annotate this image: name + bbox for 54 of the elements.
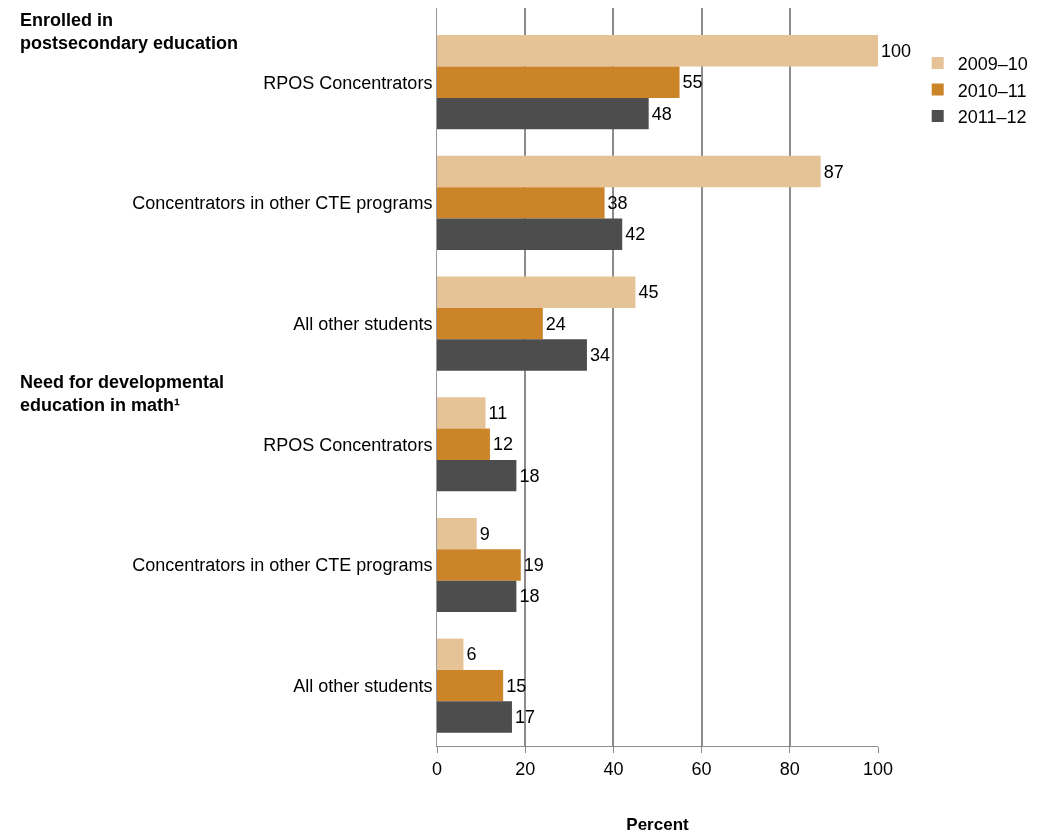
bar (437, 276, 636, 308)
data-label: 55 (682, 72, 703, 93)
y-tick-label: Concentrators in other CTE programs (132, 193, 433, 214)
data-label: 18 (519, 586, 540, 607)
data-label: 19 (523, 554, 544, 575)
data-label: 24 (545, 313, 566, 334)
bar (437, 187, 605, 219)
bar (437, 517, 477, 550)
bar (437, 638, 464, 670)
y-tick-label: All other students (293, 675, 433, 696)
legend-label: 2011–12 (957, 106, 1027, 127)
bar (437, 35, 878, 67)
data-label: 9 (479, 523, 490, 544)
legend-label: 2010–11 (957, 80, 1027, 101)
y-tick-label: RPOS Concentrators (263, 434, 433, 455)
data-label: 12 (492, 434, 513, 455)
bar (437, 669, 504, 702)
text: Enrolled in postsecondary education (20, 10, 239, 54)
data-label: 15 (506, 675, 527, 696)
x-tick-label: 0 (431, 758, 443, 779)
bar (437, 66, 680, 98)
bar (437, 307, 543, 340)
x-tick-label: 20 (515, 758, 536, 779)
data-label: 18 (519, 465, 540, 486)
bar (437, 580, 517, 613)
data-label: 42 (625, 224, 646, 245)
bar (437, 155, 821, 188)
y-tick-label: Concentrators in other CTE programs (132, 555, 433, 576)
data-label: 17 (514, 707, 535, 728)
x-tick-label: 60 (691, 758, 712, 779)
data-label: 34 (589, 344, 610, 365)
y-tick-label: All other students (293, 313, 433, 334)
bar (437, 701, 512, 733)
bar (437, 339, 587, 371)
data-label: 48 (651, 103, 672, 124)
y-tick-label: RPOS Concentrators (263, 72, 433, 93)
data-label: 45 (638, 282, 659, 303)
bar (437, 428, 490, 460)
data-label: 6 (466, 644, 477, 665)
x-tick-label: 100 (862, 758, 894, 779)
text: Need for developmental education in math¹ (20, 372, 225, 416)
bar (437, 397, 486, 429)
bar (437, 218, 623, 250)
x-tick-label: 80 (779, 758, 800, 779)
bar (437, 459, 517, 492)
data-label: 38 (607, 192, 628, 213)
legend-label: 2009–10 (957, 54, 1028, 75)
bar (437, 97, 649, 130)
data-label: 11 (488, 402, 508, 423)
data-label: 87 (823, 161, 844, 182)
x-axis-title: Percent (626, 815, 690, 834)
bar (437, 549, 521, 581)
data-label: 100 (881, 40, 912, 61)
x-tick-label: 40 (603, 758, 624, 779)
